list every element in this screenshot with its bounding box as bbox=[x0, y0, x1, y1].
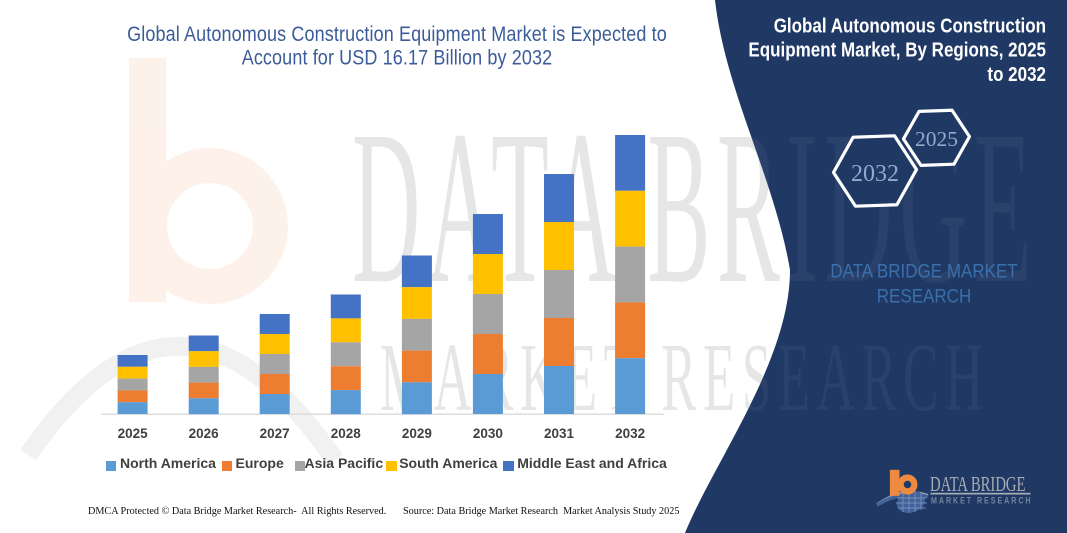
svg-text:MARKET RESEARCH: MARKET RESEARCH bbox=[380, 323, 990, 431]
svg-text:2032: 2032 bbox=[851, 161, 899, 187]
svg-text:2025: 2025 bbox=[915, 127, 958, 151]
svg-text:DATA BRIDGE: DATA BRIDGE bbox=[930, 472, 1026, 495]
svg-text:MARKET RESEARCH: MARKET RESEARCH bbox=[931, 494, 1033, 505]
